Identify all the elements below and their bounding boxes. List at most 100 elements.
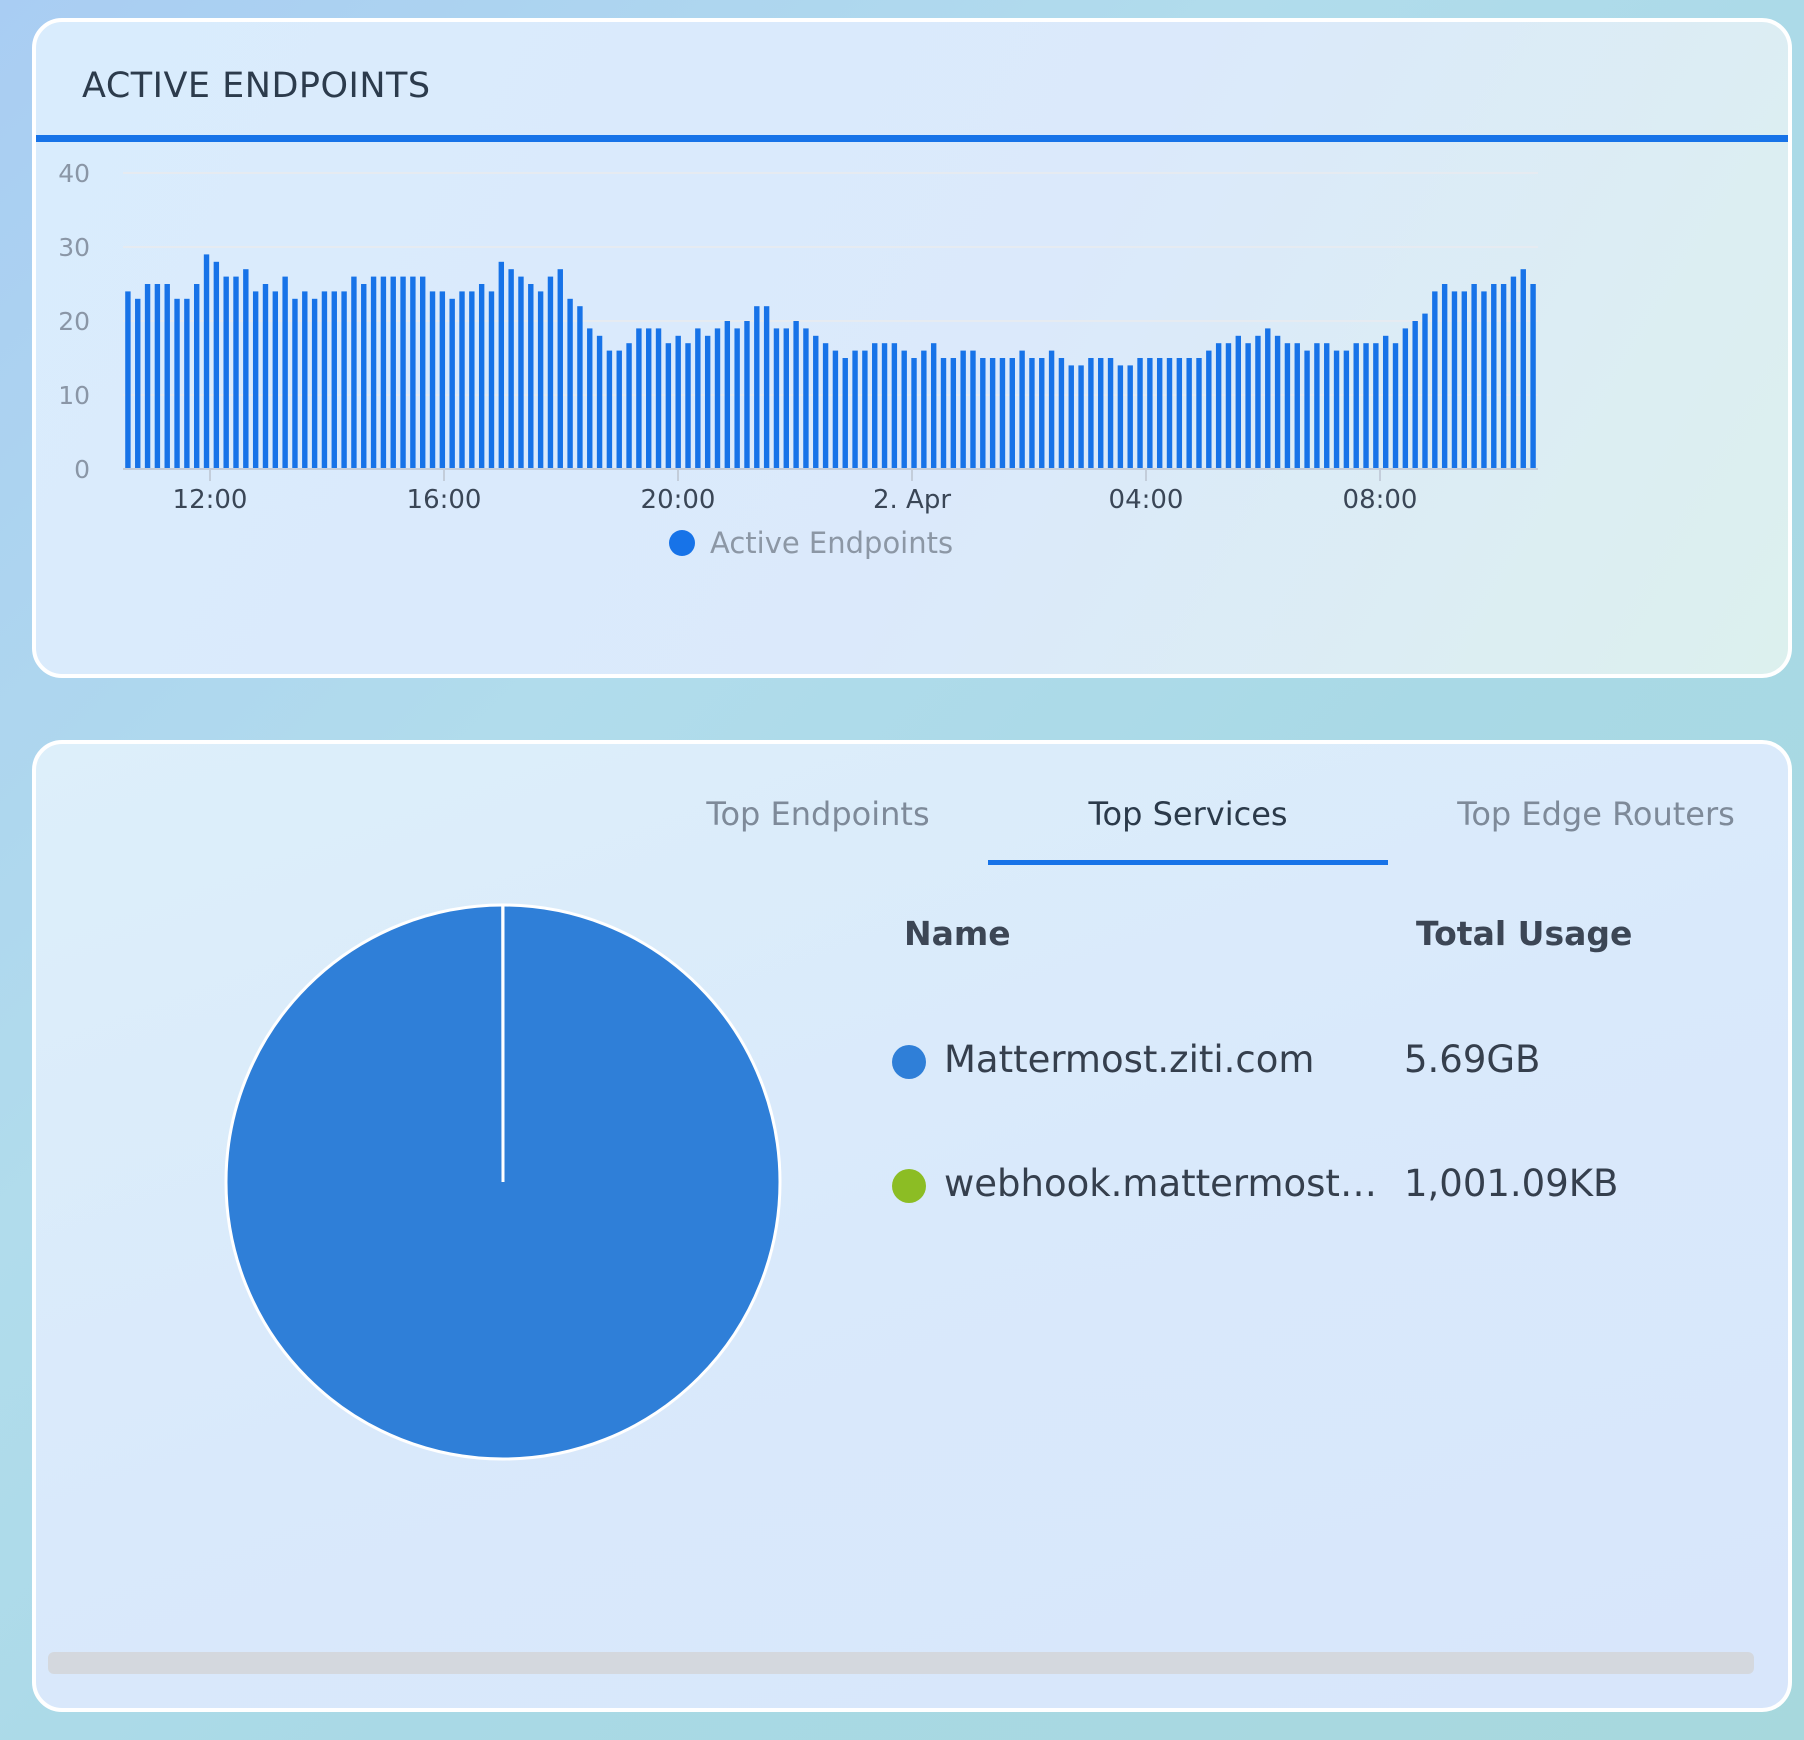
bar[interactable] <box>783 328 789 469</box>
bar[interactable] <box>1510 276 1517 469</box>
bar[interactable] <box>695 328 701 469</box>
bar[interactable] <box>1520 269 1526 469</box>
bar[interactable] <box>164 284 170 469</box>
bar[interactable] <box>243 269 249 469</box>
bar[interactable] <box>1147 358 1153 469</box>
bar[interactable] <box>351 276 357 469</box>
bar[interactable] <box>665 343 672 469</box>
bar[interactable] <box>174 298 180 469</box>
bar[interactable] <box>1324 343 1330 469</box>
bar[interactable] <box>1500 284 1507 469</box>
bar[interactable] <box>763 306 770 469</box>
bar[interactable] <box>478 284 485 469</box>
bar[interactable] <box>1314 343 1320 469</box>
bar[interactable] <box>744 321 750 469</box>
bar[interactable] <box>370 276 377 469</box>
bar[interactable] <box>1058 358 1065 469</box>
bar[interactable] <box>970 350 976 469</box>
bar[interactable] <box>1274 335 1281 469</box>
bar[interactable] <box>1039 358 1045 469</box>
bar[interactable] <box>144 284 151 469</box>
bar[interactable] <box>1048 350 1055 469</box>
bar[interactable] <box>704 335 711 469</box>
bar[interactable] <box>980 358 986 469</box>
bar[interactable] <box>1245 343 1251 469</box>
bar[interactable] <box>380 276 387 469</box>
bar[interactable] <box>960 350 966 469</box>
bar[interactable] <box>1471 284 1477 469</box>
bar[interactable] <box>469 291 475 469</box>
bar[interactable] <box>1491 284 1497 469</box>
bar[interactable] <box>1422 313 1428 469</box>
bar[interactable] <box>1333 350 1340 469</box>
bar[interactable] <box>1294 343 1300 469</box>
bar[interactable] <box>626 343 632 469</box>
bar[interactable] <box>577 306 583 469</box>
bar[interactable] <box>1412 321 1418 469</box>
chart-legend[interactable]: Active Endpoints <box>669 526 953 560</box>
bar[interactable] <box>803 328 809 469</box>
bar[interactable] <box>1176 358 1183 469</box>
bar[interactable] <box>950 358 957 469</box>
bar[interactable] <box>1068 365 1074 469</box>
bar[interactable] <box>842 358 848 469</box>
bar[interactable] <box>881 343 888 469</box>
tab-top-services[interactable]: Top Services <box>1088 795 1288 833</box>
bar[interactable] <box>184 298 190 469</box>
bar[interactable] <box>606 350 613 469</box>
tab-top-endpoints[interactable]: Top Endpoints <box>706 795 930 833</box>
bar[interactable] <box>508 269 514 469</box>
bar[interactable] <box>901 350 907 469</box>
bar[interactable] <box>361 284 367 469</box>
bar[interactable] <box>1215 343 1222 469</box>
bar[interactable] <box>547 276 554 469</box>
bar[interactable] <box>213 261 220 469</box>
bar[interactable] <box>1402 328 1409 469</box>
bar[interactable] <box>125 291 131 469</box>
bar[interactable] <box>1235 335 1241 469</box>
bar[interactable] <box>1353 343 1359 469</box>
bar[interactable] <box>1186 358 1192 469</box>
bar[interactable] <box>685 343 691 469</box>
bar[interactable] <box>292 298 298 469</box>
bar[interactable] <box>1255 335 1261 469</box>
service-row[interactable]: Mattermost.ziti.com 5.69GB <box>892 1030 1692 1090</box>
bar[interactable] <box>321 291 328 469</box>
bar[interactable] <box>1196 358 1202 469</box>
bar[interactable] <box>921 350 927 469</box>
bar[interactable] <box>596 335 603 469</box>
bar[interactable] <box>135 298 141 469</box>
bar[interactable] <box>331 291 337 469</box>
bar[interactable] <box>1363 343 1369 469</box>
bar[interactable] <box>646 328 652 469</box>
bar[interactable] <box>714 328 721 469</box>
bar[interactable] <box>1392 343 1399 469</box>
bar[interactable] <box>518 276 524 469</box>
bar[interactable] <box>193 284 200 469</box>
bar[interactable] <box>773 328 780 469</box>
horizontal-scrollbar[interactable] <box>48 1652 1754 1674</box>
bar[interactable] <box>252 291 259 469</box>
bar[interactable] <box>1088 358 1094 469</box>
bar[interactable] <box>1461 291 1468 469</box>
bar[interactable] <box>862 350 868 469</box>
bar[interactable] <box>410 276 416 469</box>
bar[interactable] <box>822 343 829 469</box>
bar[interactable] <box>449 298 455 469</box>
bar[interactable] <box>557 269 563 469</box>
bar[interactable] <box>940 358 947 469</box>
bar[interactable] <box>429 291 436 469</box>
bar[interactable] <box>223 276 229 469</box>
bar[interactable] <box>1156 358 1163 469</box>
bar[interactable] <box>1225 343 1232 469</box>
bar[interactable] <box>154 284 161 469</box>
bar[interactable] <box>999 358 1006 469</box>
bar[interactable] <box>1107 358 1114 469</box>
bar[interactable] <box>1166 358 1173 469</box>
bar[interactable] <box>567 298 573 469</box>
bar[interactable] <box>793 321 799 469</box>
bar[interactable] <box>302 291 308 469</box>
bar[interactable] <box>1382 335 1389 469</box>
bar[interactable] <box>989 358 996 469</box>
bar[interactable] <box>852 350 858 469</box>
